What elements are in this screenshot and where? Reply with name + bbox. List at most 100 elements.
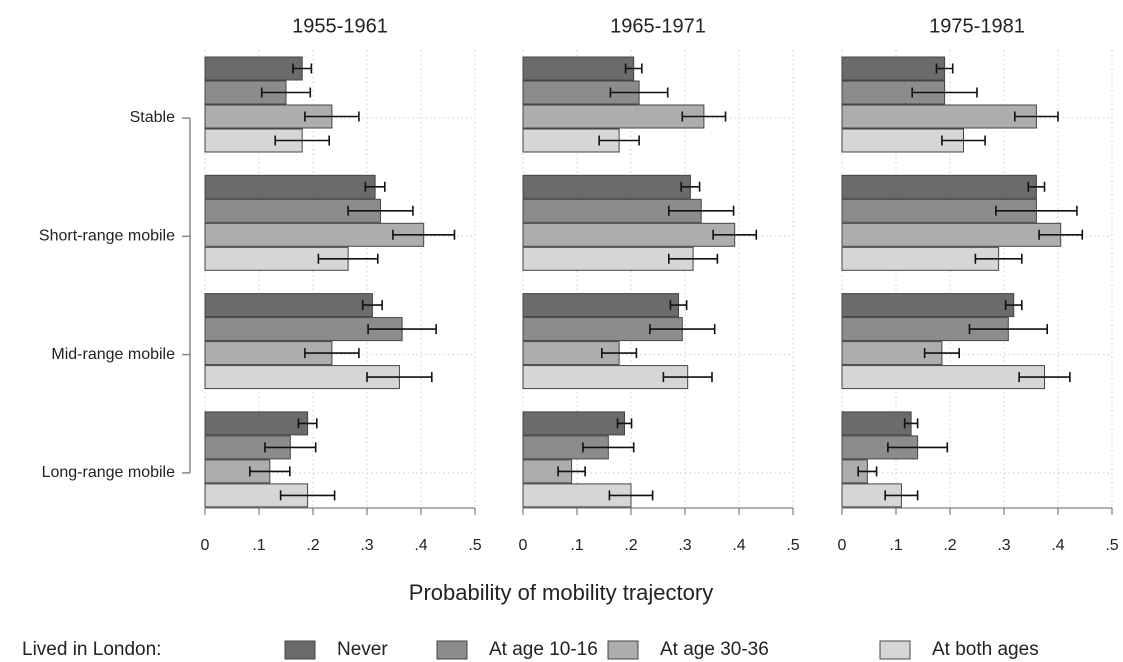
legend-title: Lived in London: — [22, 639, 161, 660]
error-bar — [366, 372, 433, 383]
bar — [522, 293, 680, 318]
x-tick-label: .4 — [732, 537, 745, 554]
error-bar — [911, 87, 978, 98]
error-bar — [347, 205, 414, 216]
bar — [522, 222, 736, 247]
x-tick-label: .2 — [306, 537, 319, 554]
error-bar — [857, 466, 878, 477]
bar — [204, 293, 373, 318]
error-bar — [392, 229, 456, 240]
bar — [522, 104, 705, 129]
bar — [841, 174, 1037, 199]
bar — [204, 174, 376, 199]
error-bar — [681, 111, 727, 122]
bar — [522, 174, 691, 199]
error-bar — [884, 490, 919, 501]
x-tick-label: .5 — [468, 537, 481, 554]
legend-label: At age 10-16 — [489, 639, 598, 660]
x-tick-label: 0 — [519, 537, 528, 554]
y-tick-label: Short-range mobile — [39, 228, 175, 245]
error-bar — [668, 205, 735, 216]
error-bar — [292, 63, 313, 74]
error-bar — [662, 372, 713, 383]
x-tick-label: .1 — [889, 537, 902, 554]
error-bar — [260, 87, 312, 98]
error-bar — [649, 324, 716, 335]
error-bar — [903, 418, 919, 429]
x-tick-label: .2 — [943, 537, 956, 554]
panel-title: 1975-1981 — [929, 15, 1025, 37]
x-tick-label: .1 — [252, 537, 265, 554]
error-bar — [1018, 372, 1071, 383]
x-tick-label: .5 — [1105, 537, 1118, 554]
bar — [841, 222, 1062, 247]
x-tick-label: 0 — [201, 537, 210, 554]
error-bar — [249, 466, 291, 477]
error-bar — [364, 181, 386, 192]
error-bar — [968, 324, 1048, 335]
error-bar — [598, 135, 640, 146]
error-bar — [941, 135, 986, 146]
x-tick-label: .4 — [414, 537, 427, 554]
legend-swatch — [284, 640, 316, 660]
error-bar — [995, 205, 1078, 216]
error-bar — [624, 63, 643, 74]
x-tick-label: .2 — [624, 537, 637, 554]
error-bar — [264, 442, 317, 453]
error-bar — [1004, 300, 1023, 311]
error-bar — [935, 63, 954, 74]
error-bar — [582, 442, 635, 453]
legend-label: At age 30-36 — [660, 639, 769, 660]
legend-swatch — [607, 640, 639, 660]
error-bar — [1038, 229, 1084, 240]
error-bar — [668, 253, 719, 264]
error-bar — [304, 348, 360, 359]
error-bar — [1027, 181, 1046, 192]
error-bar — [557, 466, 586, 477]
bar — [204, 56, 303, 81]
x-tick-label: .3 — [678, 537, 691, 554]
legend-swatch — [879, 640, 911, 660]
error-bar — [616, 418, 633, 429]
legend-label: Never — [337, 639, 388, 660]
error-bar — [712, 229, 758, 240]
x-tick-label: .3 — [997, 537, 1010, 554]
legend-swatch — [436, 640, 468, 660]
error-bar — [608, 490, 654, 501]
error-bar — [1014, 111, 1059, 122]
bar — [522, 411, 626, 436]
x-tick-label: .4 — [1051, 537, 1064, 554]
bar — [841, 293, 1015, 318]
error-bar — [304, 111, 360, 122]
y-tick-label: Stable — [130, 109, 175, 126]
bar — [522, 246, 694, 271]
x-tick-label: .1 — [570, 537, 583, 554]
x-axis-label: Probability of mobility trajectory — [409, 580, 713, 605]
error-bar — [367, 324, 437, 335]
bar — [204, 222, 425, 247]
error-bar — [887, 442, 949, 453]
error-bar — [317, 253, 379, 264]
error-bar — [923, 348, 960, 359]
error-bar — [279, 490, 336, 501]
bar — [841, 56, 946, 81]
error-bar — [274, 135, 330, 146]
bar — [841, 365, 1045, 390]
error-bar — [609, 87, 669, 98]
error-bar — [601, 348, 638, 359]
legend-label: At both ages — [932, 639, 1039, 660]
bar — [841, 411, 912, 436]
y-tick-label: Mid-range mobile — [51, 346, 175, 363]
error-bar — [974, 253, 1023, 264]
x-tick-label: .3 — [360, 537, 373, 554]
x-tick-label: 0 — [838, 537, 847, 554]
error-bar — [680, 181, 701, 192]
bar — [841, 104, 1037, 129]
bar — [204, 411, 309, 436]
error-bar — [297, 418, 318, 429]
y-tick-label: Long-range mobile — [42, 464, 176, 481]
panel-title: 1955-1961 — [292, 15, 388, 37]
error-bar — [669, 300, 688, 311]
bar — [522, 56, 635, 81]
